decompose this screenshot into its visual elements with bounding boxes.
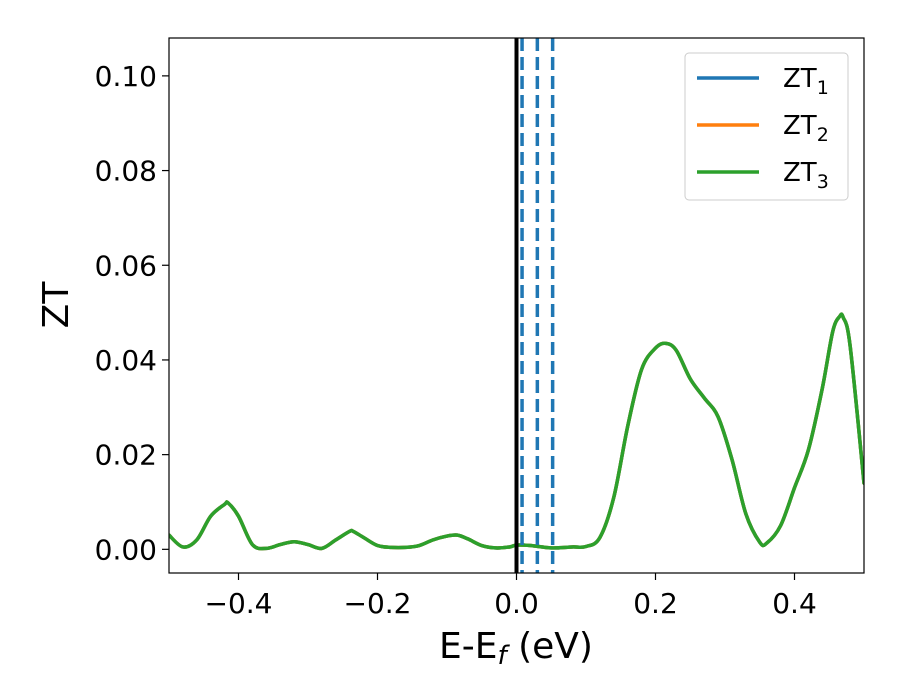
- x-tick-label: 0.4: [772, 587, 817, 620]
- y-tick-label: 0.02: [95, 439, 157, 472]
- x-tick-label: −0.2: [344, 587, 412, 620]
- x-axis-label-suffix: (eV): [507, 626, 593, 667]
- legend: ZT1 ZT2 ZT3: [684, 52, 849, 201]
- y-tick-label: 0.06: [95, 249, 157, 282]
- legend-label-zt1: ZT1: [783, 64, 829, 99]
- y-tick-label: 0.04: [95, 344, 157, 377]
- x-axis-label-main: E-E: [439, 626, 497, 667]
- legend-label-zt2: ZT2: [783, 111, 829, 146]
- x-tick-label: −0.4: [205, 587, 273, 620]
- x-axis: −0.4 −0.2 0.0 0.2 0.4: [205, 573, 817, 620]
- legend-label-zt3: ZT3: [783, 158, 829, 193]
- y-tick-label: 0.00: [95, 533, 157, 566]
- y-axis-label: ZT: [36, 281, 77, 329]
- legend-box: [684, 52, 849, 201]
- x-tick-label: 0.0: [494, 587, 539, 620]
- x-axis-label: E-Ef (eV): [439, 626, 593, 671]
- y-tick-label: 0.10: [95, 60, 157, 93]
- y-tick-label: 0.08: [95, 155, 157, 188]
- y-axis: 0.00 0.02 0.04 0.06 0.08 0.10: [95, 60, 169, 566]
- x-tick-label: 0.2: [633, 587, 678, 620]
